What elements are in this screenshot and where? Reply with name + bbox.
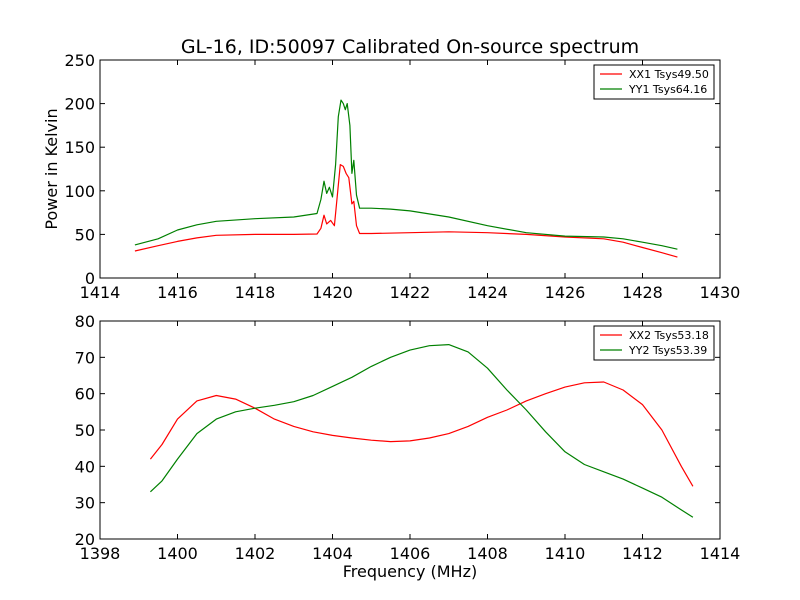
y-tick-label: 150 bbox=[64, 138, 95, 157]
x-tick-label: 1398 bbox=[80, 544, 121, 563]
legend-entry: XX1 Tsys49.50 bbox=[629, 68, 709, 81]
x-tick-label: 1418 bbox=[235, 283, 276, 302]
x-tick-label: 1422 bbox=[390, 283, 431, 302]
x-tick-label: 1426 bbox=[545, 283, 586, 302]
y-tick-label: 250 bbox=[64, 51, 95, 70]
y-tick-label: 60 bbox=[75, 385, 95, 404]
x-tick-label: 1424 bbox=[467, 283, 508, 302]
series-line-1-2 bbox=[134, 99, 678, 250]
x-tick-label: 1420 bbox=[312, 283, 353, 302]
x-tick-label: 1412 bbox=[622, 544, 663, 563]
y-tick-label: 80 bbox=[75, 312, 95, 331]
legend-entry: YY2 Tsys53.39 bbox=[628, 344, 707, 357]
legend-box bbox=[593, 64, 715, 100]
y-tick-label: 70 bbox=[75, 348, 95, 367]
x-tick-label: 1428 bbox=[622, 283, 663, 302]
x-tick-label: 1402 bbox=[235, 544, 276, 563]
x-tick-label: 1406 bbox=[390, 544, 431, 563]
y-tick-label: 200 bbox=[64, 95, 95, 114]
y-tick-label: 30 bbox=[75, 494, 95, 513]
series-line-1-1 bbox=[134, 164, 678, 258]
y-tick-label: 40 bbox=[75, 457, 95, 476]
lower-plot: 1398 1400 1402 1404 1406 1408 1410 1412 1414 20 30… bbox=[75, 312, 741, 581]
series-line-2-1 bbox=[149, 381, 694, 487]
x-tick-label: 1416 bbox=[157, 283, 198, 302]
x-axis-label: Frequency (MHz) bbox=[343, 562, 477, 581]
legend-entry: XX2 Tsys53.18 bbox=[629, 329, 709, 342]
y-tick-label: 50 bbox=[75, 421, 95, 440]
y-axis-label: Power in Kelvin bbox=[42, 108, 61, 229]
legend-entry: YY1 Tsys64.16 bbox=[628, 83, 707, 96]
x-tick-label: 1410 bbox=[545, 544, 586, 563]
x-tick-label: 1404 bbox=[312, 544, 353, 563]
series-line-2-2 bbox=[149, 344, 694, 518]
y-tick-label: 50 bbox=[75, 225, 95, 244]
chart-title: GL-16, ID:50097 Calibrated On-source spe… bbox=[181, 36, 639, 58]
y-tick-label: 0 bbox=[85, 269, 95, 288]
x-tick-label: 1400 bbox=[157, 544, 198, 563]
upper-plot: 1414 1416 1418 1420 1422 1424 1426 1428 1430 0 50 1… bbox=[42, 51, 740, 302]
y-tick-label: 100 bbox=[64, 182, 95, 201]
legend-box bbox=[593, 325, 715, 361]
x-tick-label: 1414 bbox=[80, 283, 121, 302]
y-tick-label: 20 bbox=[75, 530, 95, 549]
x-tick-label: 1430 bbox=[700, 283, 741, 302]
x-tick-label: 1414 bbox=[700, 544, 741, 563]
x-tick-label: 1408 bbox=[467, 544, 508, 563]
